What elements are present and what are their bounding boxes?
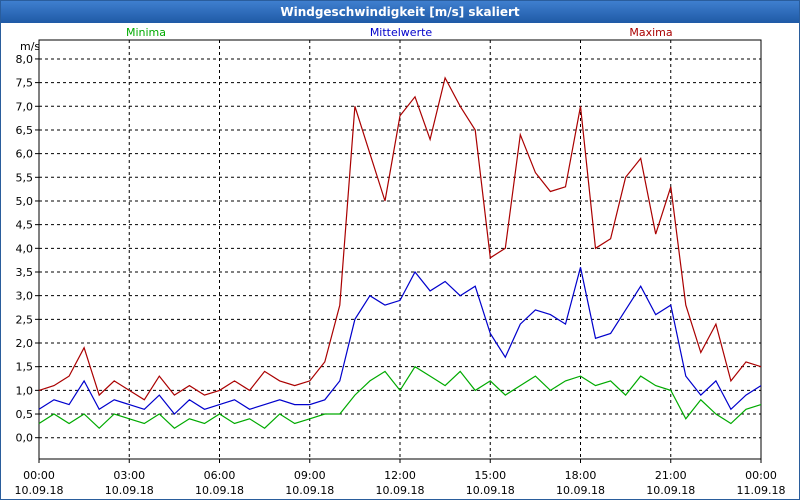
x-tick-date-label: 10.09.18 — [15, 484, 64, 497]
x-tick-date-label: 10.09.18 — [376, 484, 425, 497]
y-tick-label: 8,0 — [16, 53, 34, 66]
y-tick-label: 2,5 — [16, 313, 34, 326]
x-tick-time-label: 12:00 — [384, 469, 416, 482]
x-tick-date-label: 10.09.18 — [646, 484, 695, 497]
legend: Minima Mittelwerte Maxima — [126, 26, 673, 39]
x-tick-date-label: 10.09.18 — [556, 484, 605, 497]
y-tick-label: 7,0 — [16, 100, 34, 113]
legend-entry-mittelwerte: Mittelwerte — [370, 26, 433, 39]
grid — [39, 40, 761, 459]
x-tick-date-label: 10.09.18 — [285, 484, 334, 497]
x-tick-date-label: 11.09.18 — [737, 484, 786, 497]
series-line-mittelwerte — [38, 267, 762, 415]
y-tick-label: 5,0 — [16, 195, 34, 208]
series-group — [38, 76, 762, 430]
x-tick-time-label: 15:00 — [474, 469, 506, 482]
x-tick-time-label: 09:00 — [294, 469, 326, 482]
x-tick-time-label: 06:00 — [204, 469, 236, 482]
y-tick-label: 1,0 — [16, 384, 34, 397]
legend-entry-minima: Minima — [126, 26, 166, 39]
y-tick-label: 1,5 — [16, 361, 34, 374]
y-tick-label: 2,0 — [16, 337, 34, 350]
series-line-maxima — [38, 76, 762, 401]
y-tick-label: 4,5 — [16, 219, 34, 232]
series-line-minima — [38, 365, 762, 430]
y-tick-label: 3,0 — [16, 290, 34, 303]
y-tick-label: 5,5 — [16, 171, 34, 184]
x-tick-time-label: 21:00 — [655, 469, 687, 482]
x-tick-date-label: 10.09.18 — [105, 484, 154, 497]
x-tick-time-label: 18:00 — [565, 469, 597, 482]
x-axis: 00:00 10.09.18 03:00 10.09.18 06:00 10.09.18 0… — [15, 459, 786, 497]
y-tick-label: 0,0 — [16, 432, 34, 445]
x-tick-time-label: 03:00 — [113, 469, 145, 482]
y-tick-label: 4,0 — [16, 242, 34, 255]
y-tick-label: 7,5 — [16, 77, 34, 90]
x-tick-date-label: 10.09.18 — [195, 484, 244, 497]
window-title: Windgeschwindigkeit [m/s] skaliert — [1, 1, 799, 23]
y-tick-label: 6,5 — [16, 124, 34, 137]
x-tick-date-label: 10.09.18 — [466, 484, 515, 497]
y-tick-label: 6,0 — [16, 148, 34, 161]
legend-entry-maxima: Maxima — [629, 26, 672, 39]
y-axis: 0,0 0,5 1,0 1,5 2,0 2,5 3,0 3,5 4,0 4,5 5,0 5,5 6,0 6… — [16, 53, 39, 445]
x-tick-time-label: 00:00 — [745, 469, 777, 482]
y-tick-label: 0,5 — [16, 408, 34, 421]
y-tick-label: 3,5 — [16, 266, 34, 279]
y-axis-unit-label: m/s — [20, 40, 40, 53]
x-tick-time-label: 00:00 — [23, 469, 55, 482]
